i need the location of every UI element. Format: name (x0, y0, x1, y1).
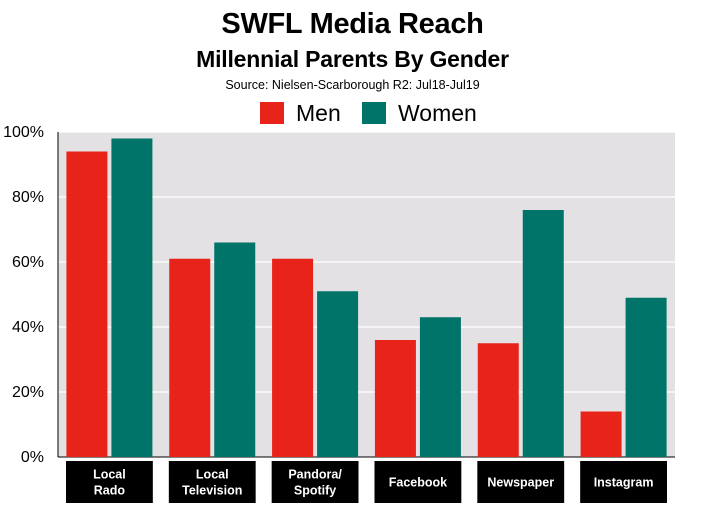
y-tick-label: 40% (12, 319, 44, 336)
bar-men-0 (66, 151, 108, 457)
x-category-label: Rado (94, 484, 126, 498)
legend-label-women: Women (398, 99, 477, 126)
bar-men-5 (580, 411, 622, 457)
x-category-label: Television (182, 484, 242, 498)
y-tick-label: 20% (12, 384, 44, 401)
bar-women-4 (522, 210, 564, 457)
y-tick-label: 60% (12, 254, 44, 271)
legend-label-men: Men (296, 99, 341, 126)
x-category-box (477, 461, 565, 503)
x-category-label: Facebook (389, 476, 447, 490)
y-tick-label: 100% (3, 124, 44, 141)
chart-source: Source: Nielsen-Scarborough R2: Jul18-Ju… (225, 78, 480, 92)
x-category-label: Local (196, 468, 229, 482)
x-category-box (168, 461, 256, 503)
x-category-box (271, 461, 359, 503)
bar-women-0 (111, 138, 153, 457)
legend-item-men: Men (260, 98, 341, 128)
bar-men-3 (374, 340, 416, 457)
bar-women-1 (214, 242, 256, 457)
bar-women-3 (419, 317, 461, 457)
bar-men-1 (169, 258, 211, 457)
chart-subtitle: Millennial Parents By Gender (196, 46, 509, 72)
x-category-label: Local (93, 468, 126, 482)
bar-women-5 (625, 297, 667, 457)
y-tick-label: 0% (21, 449, 44, 466)
x-category-label: Spotify (294, 484, 336, 498)
x-category-label: Pandora/ (288, 468, 342, 482)
chart-title: SWFL Media Reach (221, 8, 484, 40)
x-category-box (374, 461, 462, 503)
x-category-box (66, 461, 153, 503)
x-category-label: Instagram (594, 476, 654, 490)
plot-area (58, 132, 675, 457)
legend-item-women: Women (362, 98, 477, 128)
legend-swatch-women (362, 102, 386, 124)
bar-men-2 (272, 258, 314, 457)
bar-men-4 (477, 343, 519, 457)
x-category-label: Newspaper (487, 476, 554, 490)
y-tick-label: 80% (12, 189, 44, 206)
bar-women-2 (317, 291, 359, 457)
legend-swatch-men (260, 102, 284, 124)
x-category-box (580, 461, 667, 503)
